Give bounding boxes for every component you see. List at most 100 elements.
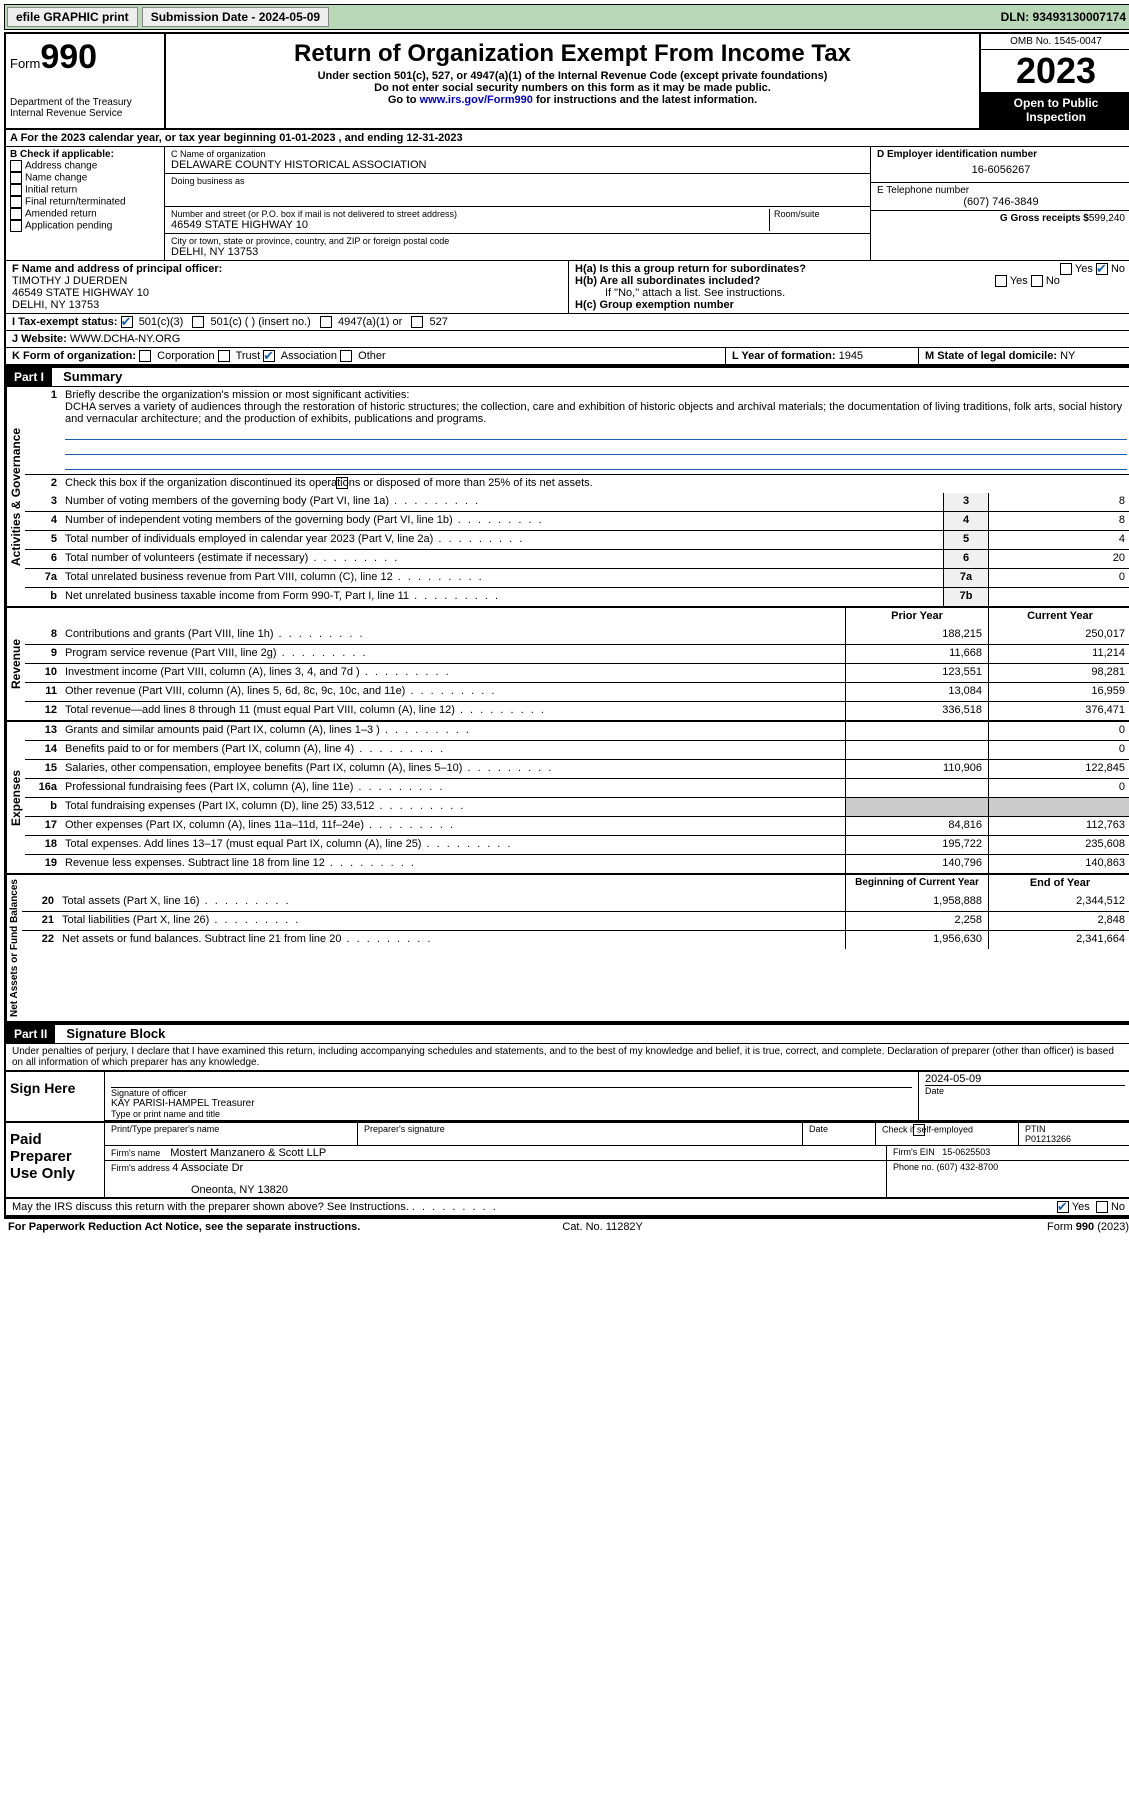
line-8: 8 Contributions and grants (Part VIII, l… xyxy=(25,626,1129,644)
netassets-section: Net Assets or Fund Balances Beginning of… xyxy=(6,875,1129,1023)
form-title: Return of Organization Exempt From Incom… xyxy=(170,40,975,68)
other-checkbox[interactable] xyxy=(340,350,352,362)
line-15: 15 Salaries, other compensation, employe… xyxy=(25,759,1129,778)
line-12: 12 Total revenue—add lines 8 through 11 … xyxy=(25,701,1129,720)
end-year-header: End of Year xyxy=(988,875,1129,893)
line-21: 21 Total liabilities (Part X, line 26) 2… xyxy=(22,911,1129,930)
application-pending-checkbox[interactable] xyxy=(10,220,22,232)
gov-line-7a: 7a Total unrelated business revenue from… xyxy=(25,568,1129,587)
ha-yes-checkbox[interactable] xyxy=(1060,263,1072,275)
paid-preparer-label: Paid Preparer Use Only xyxy=(6,1123,105,1197)
discuss-yes-checkbox[interactable] xyxy=(1057,1201,1069,1213)
501c3-checkbox[interactable] xyxy=(121,316,133,328)
trust-checkbox[interactable] xyxy=(218,350,230,362)
website-value: WWW.DCHA-NY.ORG xyxy=(70,333,180,345)
ein-value: 16-6056267 xyxy=(877,160,1125,180)
mission-text: DCHA serves a variety of audiences throu… xyxy=(65,401,1122,425)
omb-number: OMB No. 1545-0047 xyxy=(981,34,1129,50)
section-b: B Check if applicable: Address change Na… xyxy=(6,147,165,260)
gov-line-3: 3 Number of voting members of the govern… xyxy=(25,493,1129,511)
subtitle-ssn: Do not enter social security numbers on … xyxy=(170,82,975,94)
part1-header: Part I Summary xyxy=(6,366,1129,387)
gov-line-5: 5 Total number of individuals employed i… xyxy=(25,530,1129,549)
subtitle-goto: Go to www.irs.gov/Form990 for instructio… xyxy=(170,94,975,106)
page-footer: For Paperwork Reduction Act Notice, see … xyxy=(4,1219,1129,1235)
gov-line-6: 6 Total number of volunteers (estimate i… xyxy=(25,549,1129,568)
efile-print-button[interactable]: efile GRAPHIC print xyxy=(7,7,138,27)
line-19: 19 Revenue less expenses. Subtract line … xyxy=(25,854,1129,873)
q2-checkbox[interactable] xyxy=(336,477,348,489)
cat-no: Cat. No. 11282Y xyxy=(562,1221,643,1233)
gross-receipts: 599,240 xyxy=(1089,213,1125,224)
gov-line-b: b Net unrelated business taxable income … xyxy=(25,587,1129,606)
tax-year: 2023 xyxy=(981,50,1129,92)
line-16a: 16a Professional fundraising fees (Part … xyxy=(25,778,1129,797)
line-13: 13 Grants and similar amounts paid (Part… xyxy=(25,722,1129,740)
hb-yes-checkbox[interactable] xyxy=(995,275,1007,287)
section-j: J Website: WWW.DCHA-NY.ORG xyxy=(6,331,1129,348)
discuss-row: May the IRS discuss this return with the… xyxy=(6,1199,1129,1217)
part2-header: Part II Signature Block xyxy=(6,1023,1129,1044)
line-b: b Total fundraising expenses (Part IX, c… xyxy=(25,797,1129,816)
gov-line-4: 4 Number of independent voting members o… xyxy=(25,511,1129,530)
form-ref: Form 990 (2023) xyxy=(1047,1221,1129,1233)
amended-return-checkbox[interactable] xyxy=(10,208,22,220)
firm-phone: (607) 432-8700 xyxy=(937,1162,999,1172)
officer-street: 46549 STATE HIGHWAY 10 xyxy=(12,287,562,299)
sections-b-through-g: B Check if applicable: Address change Na… xyxy=(6,147,1129,261)
top-toolbar: efile GRAPHIC print Submission Date - 20… xyxy=(4,4,1129,30)
begin-year-header: Beginning of Current Year xyxy=(845,875,988,893)
line-10: 10 Investment income (Part VIII, column … xyxy=(25,663,1129,682)
subtitle-section: Under section 501(c), 527, or 4947(a)(1)… xyxy=(170,70,975,82)
final-return-checkbox[interactable] xyxy=(10,196,22,208)
submission-date-button[interactable]: Submission Date - 2024-05-09 xyxy=(142,7,329,27)
current-year-header: Current Year xyxy=(988,608,1129,626)
expenses-section: Expenses 13 Grants and similar amounts p… xyxy=(6,722,1129,875)
org-name: DELAWARE COUNTY HISTORICAL ASSOCIATION xyxy=(171,159,864,171)
firm-address-1: 4 Associate Dr xyxy=(172,1162,243,1174)
revenue-section: Revenue Prior Year Current Year 8 Contri… xyxy=(6,608,1129,722)
4947-checkbox[interactable] xyxy=(320,316,332,328)
firm-ein: 15-0625503 xyxy=(942,1147,990,1157)
open-inspection-badge: Open to Public Inspection xyxy=(981,92,1129,128)
section-i: I Tax-exempt status: 501(c)(3) 501(c) ( … xyxy=(6,314,1129,331)
prior-year-header: Prior Year xyxy=(845,608,988,626)
527-checkbox[interactable] xyxy=(411,316,423,328)
ha-no-checkbox[interactable] xyxy=(1096,263,1108,275)
firm-name: Mostert Manzanero & Scott LLP xyxy=(170,1147,326,1159)
form-number: Form990 xyxy=(10,38,160,77)
netassets-label: Net Assets or Fund Balances xyxy=(6,875,22,1021)
discuss-no-checkbox[interactable] xyxy=(1096,1201,1108,1213)
year-formation: 1945 xyxy=(839,350,863,362)
line-17: 17 Other expenses (Part IX, column (A), … xyxy=(25,816,1129,835)
501c-checkbox[interactable] xyxy=(192,316,204,328)
line-11: 11 Other revenue (Part VIII, column (A),… xyxy=(25,682,1129,701)
name-change-checkbox[interactable] xyxy=(10,172,22,184)
phone-value: (607) 746-3849 xyxy=(877,196,1125,208)
address-change-checkbox[interactable] xyxy=(10,160,22,172)
self-employed-checkbox[interactable] xyxy=(913,1124,925,1136)
sign-date: 2024-05-09 xyxy=(925,1073,981,1085)
revenue-label: Revenue xyxy=(6,608,25,720)
row-a-tax-year: A For the 2023 calendar year, or tax yea… xyxy=(6,130,1129,147)
line-14: 14 Benefits paid to or for members (Part… xyxy=(25,740,1129,759)
sections-k-l-m: K Form of organization: Corporation Trus… xyxy=(6,348,1129,366)
ptin-value: P01213266 xyxy=(1025,1134,1071,1144)
city-state-zip: DELHI, NY 13753 xyxy=(171,246,864,258)
initial-return-checkbox[interactable] xyxy=(10,184,22,196)
form-container: Form990 Department of the Treasury Inter… xyxy=(4,32,1129,1219)
sign-here-label: Sign Here xyxy=(6,1072,105,1121)
line-22: 22 Net assets or fund balances. Subtract… xyxy=(22,930,1129,949)
perjury-statement: Under penalties of perjury, I declare th… xyxy=(6,1044,1129,1070)
hb-no-checkbox[interactable] xyxy=(1031,275,1043,287)
expenses-label: Expenses xyxy=(6,722,25,873)
dept-treasury: Department of the Treasury Internal Reve… xyxy=(10,97,160,119)
form-header: Form990 Department of the Treasury Inter… xyxy=(6,34,1129,130)
irs-link[interactable]: www.irs.gov/Form990 xyxy=(420,94,533,106)
dln-label: DLN: 93493130007174 xyxy=(1001,10,1129,24)
corp-checkbox[interactable] xyxy=(139,350,151,362)
paid-preparer-section: Paid Preparer Use Only Print/Type prepar… xyxy=(6,1121,1129,1199)
officer-name: TIMOTHY J DUERDEN xyxy=(12,275,562,287)
assoc-checkbox[interactable] xyxy=(263,350,275,362)
line-18: 18 Total expenses. Add lines 13–17 (must… xyxy=(25,835,1129,854)
